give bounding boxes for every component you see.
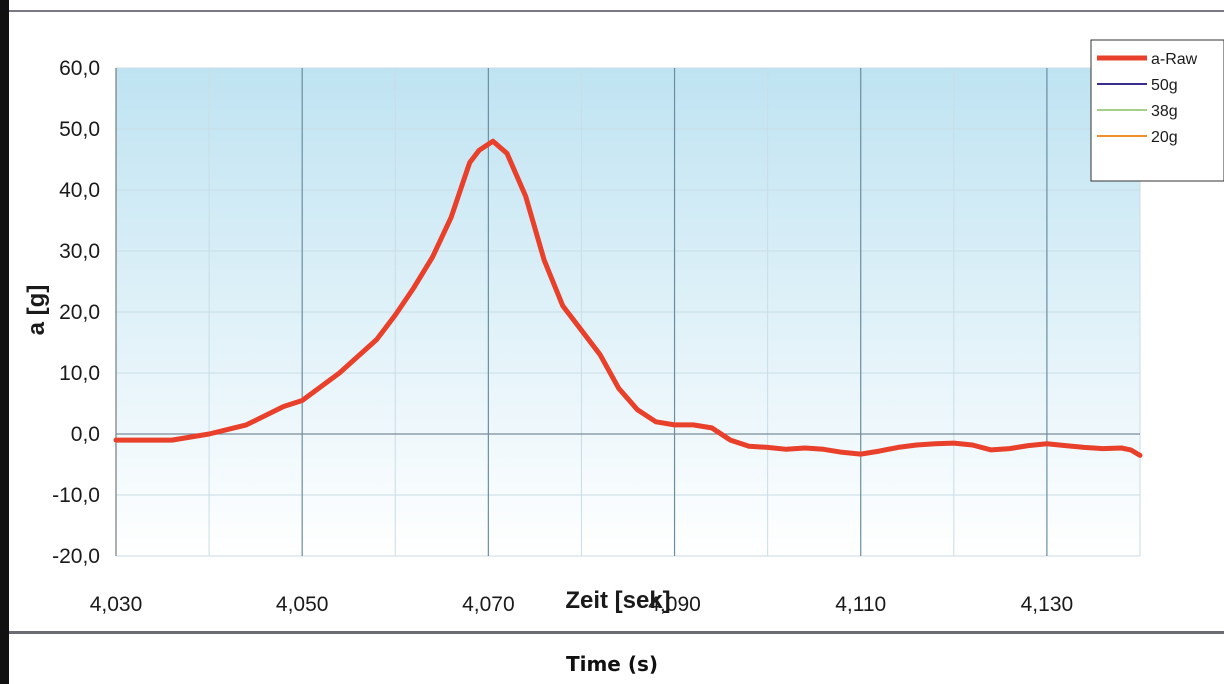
y-tick-label: 10,0 — [59, 362, 100, 385]
legend-label: 20g — [1151, 129, 1178, 146]
x-tick-label: 4,130 — [1021, 593, 1074, 616]
bottom-frame-rule — [9, 631, 1224, 634]
y-tick-label: 20,0 — [59, 301, 100, 324]
x-tick-label: 4,030 — [90, 593, 143, 616]
legend-label: 50g — [1151, 77, 1178, 94]
x-tick-labels: 4,030 4,050 4,070 4,090 4,110 4,130 — [90, 593, 1073, 616]
x-tick-label: 4,090 — [648, 593, 701, 616]
axes — [115, 68, 1140, 556]
x-axis-title: Zeit [sek] — [565, 587, 670, 614]
y-tick-labels: 60,0 50,0 40,0 30,0 20,0 10,0 0,0 -10,0 -20,0 — [52, 57, 100, 568]
y-tick-label: 40,0 — [59, 179, 100, 202]
figure-caption: Time (s) — [565, 652, 659, 676]
x-tick-label: 4,110 — [835, 593, 886, 616]
top-frame-rule — [9, 10, 1224, 12]
y-tick-label: -20,0 — [52, 545, 100, 568]
legend: a-Raw 50g 38g 20g — [1090, 39, 1224, 182]
legend-label: 38g — [1151, 103, 1178, 120]
y-tick-label: 30,0 — [59, 240, 100, 263]
y-axis-title: a [g] — [23, 285, 50, 336]
legend-label: a-Raw — [1151, 51, 1198, 68]
acceleration-chart: 60,0 50,0 40,0 30,0 20,0 10,0 0,0 -10,0 -20,0 4,… — [23, 39, 1224, 616]
series-lines — [113, 138, 1143, 458]
y-tick-label: -10,0 — [52, 484, 100, 507]
y-tick-label: 60,0 — [59, 57, 100, 80]
series-line-a-raw — [113, 138, 1143, 458]
y-tick-label: 0,0 — [71, 423, 100, 446]
x-tick-label: 4,070 — [462, 593, 515, 616]
left-frame-edge — [0, 0, 9, 684]
y-tick-label: 50,0 — [59, 118, 100, 141]
x-tick-label: 4,050 — [276, 593, 329, 616]
